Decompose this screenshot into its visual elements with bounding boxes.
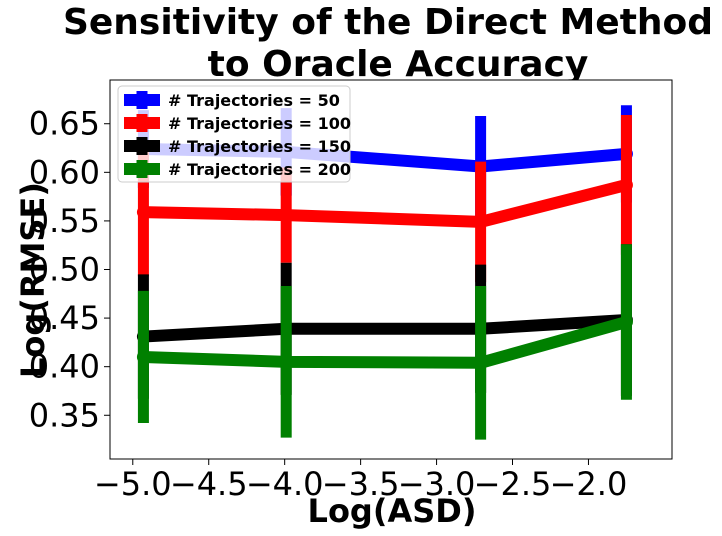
y-tick-label: 0.65 bbox=[29, 105, 100, 143]
series-line bbox=[137, 178, 633, 228]
legend-label: # Trajectories = 200 bbox=[168, 160, 351, 179]
series-line bbox=[137, 314, 633, 343]
legend-label: # Trajectories = 100 bbox=[168, 114, 351, 133]
x-tick-label: −4.0 bbox=[246, 465, 324, 503]
data-point bbox=[136, 205, 150, 219]
x-tick-label: −2.5 bbox=[474, 465, 552, 503]
series-4 bbox=[136, 244, 633, 440]
axis-ticks: −5.0−4.5−4.0−3.5−3.0−2.5−2.0 0.35 0.40 0.45… bbox=[29, 105, 628, 503]
x-axis-label: Log(ASD) bbox=[308, 492, 477, 530]
y-tick-label: 0.55 bbox=[29, 202, 100, 240]
series-layer bbox=[136, 105, 633, 440]
data-point bbox=[136, 350, 150, 364]
data-point bbox=[279, 355, 293, 369]
x-tick-label: −3.0 bbox=[398, 465, 476, 503]
legend: # Trajectories = 50 # Trajectories = 100 #… bbox=[117, 85, 351, 183]
series-line bbox=[137, 315, 633, 369]
data-point bbox=[619, 315, 633, 329]
chart-title-line-2: to Oracle Accuracy bbox=[208, 44, 589, 85]
chart-title-line-1: Sensitivity of the Direct Method bbox=[63, 2, 713, 43]
y-tick-label: 0.50 bbox=[29, 251, 100, 289]
data-point bbox=[474, 215, 488, 229]
y-axis-label: Log(RMSE) bbox=[14, 182, 52, 378]
x-tick-label: −2.0 bbox=[550, 465, 628, 503]
data-point bbox=[474, 356, 488, 370]
y-tick-label: 0.40 bbox=[29, 348, 100, 386]
y-tick-label: 0.45 bbox=[29, 299, 100, 337]
legend-box bbox=[117, 85, 351, 183]
legend-label: # Trajectories = 50 bbox=[168, 91, 340, 110]
data-point bbox=[279, 208, 293, 222]
data-point bbox=[619, 178, 633, 192]
x-tick-label: −3.5 bbox=[322, 465, 400, 503]
x-tick-label: −5.0 bbox=[94, 465, 172, 503]
series-2 bbox=[136, 114, 633, 283]
x-tick-label: −4.5 bbox=[170, 465, 248, 503]
legend-label: # Trajectories = 150 bbox=[168, 137, 351, 156]
y-tick-label: 0.35 bbox=[29, 396, 100, 434]
y-tick-label: 0.60 bbox=[29, 153, 100, 191]
